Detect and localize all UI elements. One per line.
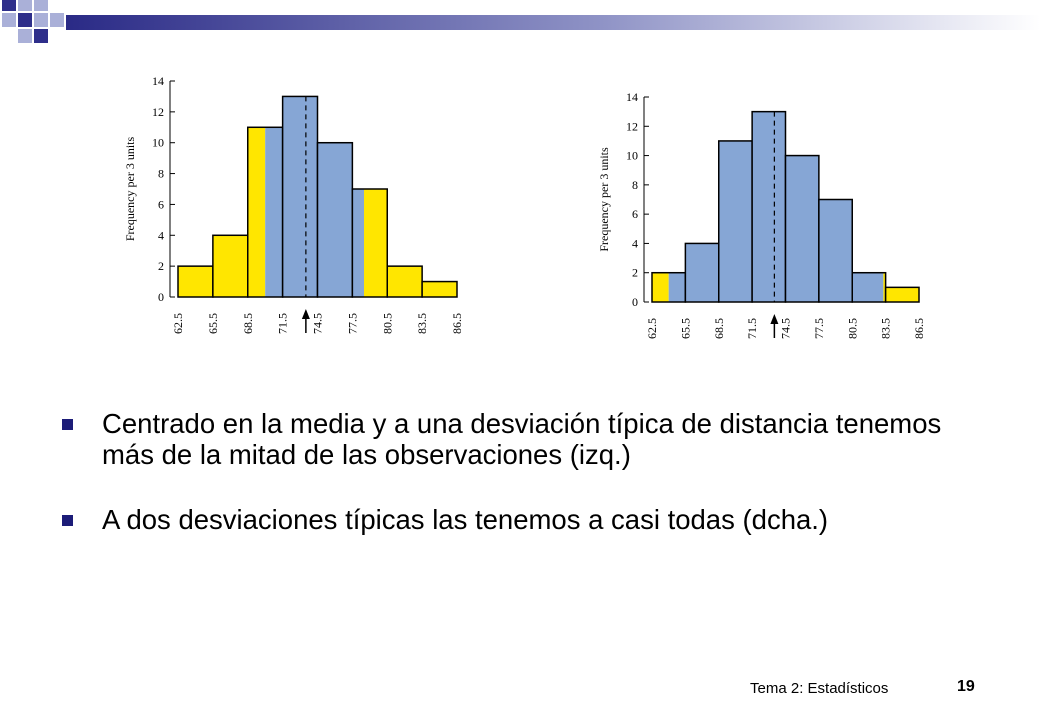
square-bullet-icon <box>62 419 73 430</box>
x-tick-label: 74.5 <box>311 313 325 334</box>
x-tick-label: 80.5 <box>380 313 394 334</box>
y-tick-label: 0 <box>158 290 164 304</box>
bar-fill-segment <box>885 287 919 302</box>
bar-fill-segment <box>652 272 669 302</box>
footer-title: Tema 2: Estadísticos <box>750 680 889 697</box>
x-tick-label: 65.5 <box>206 313 220 334</box>
decor-square <box>34 13 48 27</box>
bar-fill-segment <box>818 199 853 302</box>
bar-fill-segment <box>422 281 457 297</box>
bar-fill-segment <box>247 127 266 298</box>
y-tick-label: 10 <box>626 149 638 163</box>
bar-fill-segment <box>364 189 388 297</box>
y-tick-label: 8 <box>632 178 638 192</box>
x-tick-label: 68.5 <box>241 313 255 334</box>
bar-fill-segment <box>852 272 884 302</box>
bar-fill-segment <box>883 272 886 302</box>
decor-square <box>50 13 64 27</box>
decor-square <box>18 0 32 11</box>
y-tick-label: 12 <box>152 105 164 119</box>
x-tick-label: 77.5 <box>812 318 826 339</box>
decor-square <box>2 13 16 27</box>
y-tick-label: 8 <box>158 167 164 181</box>
bar-fill-segment <box>668 272 686 302</box>
histogram-left: 0 2 4 6 8 10 12 14 Frequency per 3 units 62.5 65.5… <box>123 74 464 334</box>
histogram-bar <box>818 198 853 303</box>
x-tick-label: 68.5 <box>712 318 726 339</box>
square-bullet-icon <box>62 515 73 526</box>
y-tick-label: 12 <box>626 119 638 133</box>
x-tick-label: 71.5 <box>276 313 290 334</box>
x-tick-label: 74.5 <box>779 318 793 339</box>
page-number: 19 <box>957 678 975 695</box>
x-tick-label: 62.5 <box>645 318 659 339</box>
x-tick-label: 86.5 <box>912 318 926 339</box>
y-tick-label: 4 <box>632 236 638 250</box>
bar-fill-segment <box>265 127 283 298</box>
x-tick-label: 71.5 <box>745 318 759 339</box>
y-tick-label: 10 <box>152 136 164 150</box>
bar-fill-segment <box>317 142 353 297</box>
x-tick-label: 83.5 <box>879 318 893 339</box>
title-decoration <box>2 0 1040 43</box>
decor-square <box>18 13 32 27</box>
x-tick-label: 65.5 <box>678 318 692 339</box>
bar-fill-segment <box>752 111 786 302</box>
bar-fill-segment <box>387 266 423 297</box>
decor-square <box>18 29 32 43</box>
y-tick-label: 14 <box>152 74 164 88</box>
bar-fill-segment <box>282 96 318 297</box>
mean-arrow-icon <box>301 309 310 319</box>
decor-square <box>2 0 16 11</box>
bullet-text: Centrado en la media y a una desviación … <box>102 408 942 470</box>
histogram-bar <box>421 280 458 298</box>
y-axis-label: Frequency per 3 units <box>123 137 137 242</box>
decor-square <box>34 0 48 11</box>
bar-fill-segment <box>685 243 719 302</box>
x-tick-label: 77.5 <box>345 313 359 334</box>
x-tick-label: 80.5 <box>845 318 859 339</box>
y-tick-label: 14 <box>626 90 638 104</box>
bullet-item: Centrado en la media y a una desviación … <box>62 408 992 470</box>
histogram-right: 0 2 4 6 8 10 12 14 Frequency per 3 units 62.5 65.5… <box>597 90 926 339</box>
y-tick-label: 4 <box>158 228 164 242</box>
histogram-bar <box>884 286 920 303</box>
histogram-bar <box>351 188 388 298</box>
y-tick-label: 2 <box>632 266 638 280</box>
x-tick-label: 86.5 <box>450 313 464 334</box>
y-axis-label: Frequency per 3 units <box>597 147 611 252</box>
y-tick-label: 0 <box>632 295 638 309</box>
bar-fill-segment <box>718 140 753 302</box>
bullet-list: Centrado en la media y a una desviación … <box>62 408 992 535</box>
y-tick-label: 6 <box>158 197 164 211</box>
x-tick-label: 83.5 <box>415 313 429 334</box>
bullet-text: A dos desviaciones típicas las tenemos a… <box>102 504 829 535</box>
y-tick-label: 6 <box>632 207 638 221</box>
bar-fill-segment <box>178 266 213 297</box>
decor-square <box>34 29 48 43</box>
bar-fill-segment <box>785 155 819 302</box>
x-tick-label: 62.5 <box>171 313 185 334</box>
y-tick-label: 2 <box>158 259 164 273</box>
bar-fill-segment <box>352 189 364 297</box>
mean-arrow-icon <box>770 314 779 324</box>
bullet-item: A dos desviaciones típicas las tenemos a… <box>62 504 992 535</box>
decor-gradient-bar <box>66 15 1040 30</box>
bar-fill-segment <box>212 235 248 297</box>
